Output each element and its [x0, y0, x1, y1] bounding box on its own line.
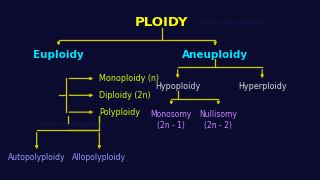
Text: Hypoploidy: Hypoploidy — [155, 82, 200, 91]
Text: Autopolyploidy: Autopolyploidy — [8, 153, 65, 162]
Text: Monosomy
(2n - 1): Monosomy (2n - 1) — [151, 110, 192, 130]
Text: Diploidy (2n): Diploidy (2n) — [99, 91, 151, 100]
Text: PLOIDY: PLOIDY — [135, 16, 189, 29]
Text: Polyploidy: Polyploidy — [99, 108, 140, 117]
Text: Monoploidy (n): Monoploidy (n) — [99, 74, 159, 83]
Text: Hyperploidy: Hyperploidy — [238, 82, 286, 91]
Text: Euploidy: Euploidy — [33, 50, 84, 60]
Text: Nullisomy
(2n - 2): Nullisomy (2n - 2) — [199, 110, 237, 130]
Text: Aneuploidy: Aneuploidy — [182, 50, 248, 60]
Text: MERCY EDUCATION MEDIA: MERCY EDUCATION MEDIA — [202, 20, 266, 25]
Text: Allopolyploidy: Allopolyploidy — [72, 153, 126, 162]
Text: MERCY EDUCATION MEDIA: MERCY EDUCATION MEDIA — [42, 123, 107, 128]
